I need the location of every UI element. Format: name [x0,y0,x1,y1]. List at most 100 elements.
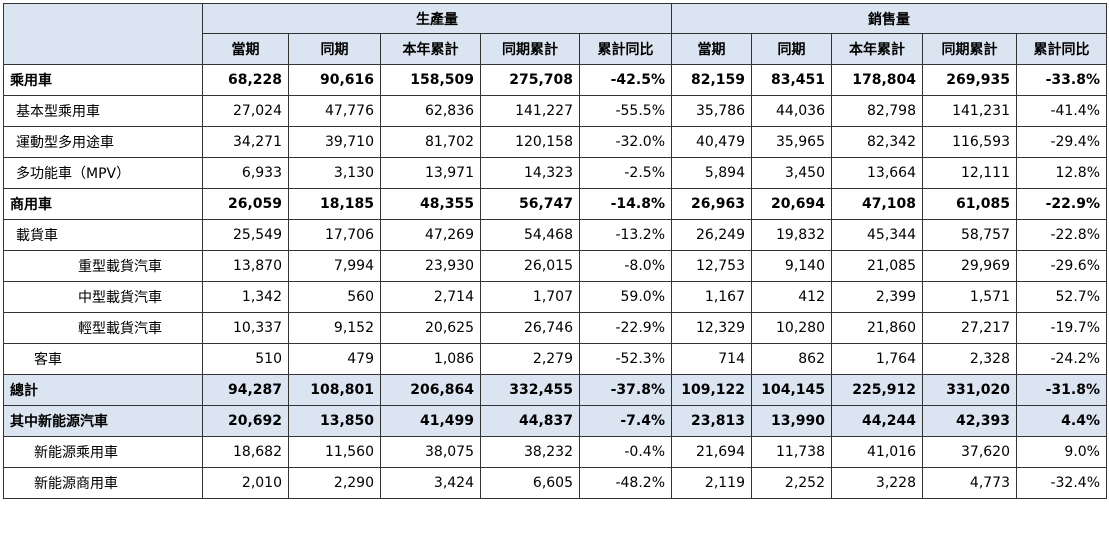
table-cell: 26,963 [671,188,752,220]
table-cell: -22.9% [1016,188,1107,220]
table-cell: 21,860 [831,312,923,344]
table-cell: 62,836 [380,95,481,127]
table-cell: 2,252 [751,467,832,499]
table-cell: 108,801 [288,374,381,406]
table-cell: 206,864 [380,374,481,406]
table-cell: 12,111 [922,157,1017,189]
table-cell: 94,287 [202,374,289,406]
table-cell: 19,832 [751,219,832,251]
table-cell: 18,682 [202,436,289,468]
table-cell: 20,692 [202,405,289,437]
header-group-production: 生產量 [202,3,672,34]
table-cell: 4.4% [1016,405,1107,437]
table-cell: 2,290 [288,467,381,499]
table-cell: 44,244 [831,405,923,437]
table-cell: 26,746 [480,312,580,344]
table-cell: 1,764 [831,343,923,375]
table-cell: 510 [202,343,289,375]
table-cell: 9,140 [751,250,832,282]
table-cell: 1,167 [671,281,752,313]
table-cell: 5,894 [671,157,752,189]
table-cell: -24.2% [1016,343,1107,375]
column-header: 同期累計 [922,33,1017,65]
table-cell: 40,479 [671,126,752,158]
table-cell: 12,753 [671,250,752,282]
table-cell: 58,757 [922,219,1017,251]
table-cell: -29.6% [1016,250,1107,282]
table-cell: 13,664 [831,157,923,189]
row-label: 載貨車 [3,219,203,251]
table-cell: 3,450 [751,157,832,189]
row-label: 基本型乘用車 [3,95,203,127]
table-cell: 52.7% [1016,281,1107,313]
table-cell: 2,279 [480,343,580,375]
table-cell: -19.7% [1016,312,1107,344]
row-label: 商用車 [3,188,203,220]
table-cell: 2,328 [922,343,1017,375]
table-cell: 56,747 [480,188,580,220]
row-label: 中型載貨汽車 [3,281,203,313]
table-cell: -7.4% [579,405,672,437]
table-cell: 14,323 [480,157,580,189]
table-row: 商用車 26,059 18,185 48,355 56,747 -14.8% 26,963 2… [3,188,1107,220]
table-cell: 10,280 [751,312,832,344]
table-cell: -0.4% [579,436,672,468]
table-cell: 3,424 [380,467,481,499]
table-cell: 90,616 [288,64,381,96]
table-cell: 116,593 [922,126,1017,158]
table-cell: 120,158 [480,126,580,158]
row-label: 輕型載貨汽車 [3,312,203,344]
table-row: 載貨車 25,549 17,706 47,269 54,468 -13.2% 26,249 1… [3,219,1107,251]
table-cell: 11,738 [751,436,832,468]
table-cell: 275,708 [480,64,580,96]
table-cell: 47,108 [831,188,923,220]
table-row: 輕型載貨汽車 10,337 9,152 20,625 26,746 -22.9% 12,32… [3,312,1107,344]
row-label: 總計 [3,374,203,406]
production-sales-table: 生產量 銷售量 當期 同期 本年累計 同期累計 累計同比 當期 同期 本年累計 … [3,3,1107,499]
table-row: 新能源乘用車 18,682 11,560 38,075 38,232 -0.4% 21,69… [3,436,1107,468]
row-label: 乘用車 [3,64,203,96]
table-cell: 21,085 [831,250,923,282]
table-cell: -32.4% [1016,467,1107,499]
column-header: 同期 [288,33,381,65]
row-label: 其中新能源汽車 [3,405,203,437]
table-cell: 38,232 [480,436,580,468]
table-cell: 38,075 [380,436,481,468]
table-cell: 20,625 [380,312,481,344]
table-cell: 178,804 [831,64,923,96]
table-cell: 1,707 [480,281,580,313]
table-cell: 47,269 [380,219,481,251]
table-cell: 17,706 [288,219,381,251]
table-cell: 42,393 [922,405,1017,437]
table-cell: 104,145 [751,374,832,406]
table-cell: 47,776 [288,95,381,127]
column-header: 累計同比 [1016,33,1107,65]
table-cell: 714 [671,343,752,375]
table-cell: 560 [288,281,381,313]
table-cell: 54,468 [480,219,580,251]
column-header: 當期 [202,33,289,65]
table-cell: -37.8% [579,374,672,406]
header-group-sales: 銷售量 [671,3,1107,34]
table-row: 中型載貨汽車 1,342 560 2,714 1,707 59.0% 1,167 412 2,3… [3,281,1107,313]
table-cell: 269,935 [922,64,1017,96]
table-cell: 2,399 [831,281,923,313]
table-cell: 158,509 [380,64,481,96]
row-label: 運動型多用途車 [3,126,203,158]
table-cell: -42.5% [579,64,672,96]
table-cell: 141,227 [480,95,580,127]
table-cell: 13,870 [202,250,289,282]
table-cell: -52.3% [579,343,672,375]
table-cell: 26,015 [480,250,580,282]
table-cell: 35,786 [671,95,752,127]
table-row: 基本型乘用車 27,024 47,776 62,836 141,227 -55.5% 35,… [3,95,1107,127]
table-cell: -48.2% [579,467,672,499]
table-cell: 12.8% [1016,157,1107,189]
table-cell: 331,020 [922,374,1017,406]
table-cell: 39,710 [288,126,381,158]
table-cell: 29,969 [922,250,1017,282]
table-container: 生產量 銷售量 當期 同期 本年累計 同期累計 累計同比 當期 同期 本年累計 … [3,3,1107,499]
column-header: 累計同比 [579,33,672,65]
table-cell: 1,571 [922,281,1017,313]
header-column-row: 當期 同期 本年累計 同期累計 累計同比 當期 同期 本年累計 同期累計 累計同… [4,33,1107,65]
